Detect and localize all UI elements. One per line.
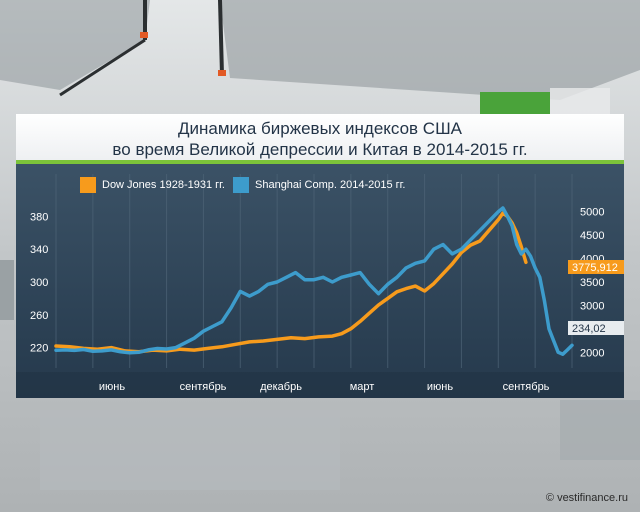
chart-panel xyxy=(16,164,624,398)
chart-title-line2: во время Великой депрессии и Китая в 201… xyxy=(112,140,528,159)
value-tag-shanghai: 234,02 xyxy=(572,323,606,335)
y-right-tick-label: 4000 xyxy=(580,254,604,266)
y-left-tick-label: 300 xyxy=(30,277,48,289)
legend-label-shanghai: Shanghai Comp. 2014-2015 гг. xyxy=(255,179,406,191)
value-tag-dow: 3775,912 xyxy=(572,262,618,274)
watermark: © vestifinance.ru xyxy=(545,492,628,504)
chart-title-line1: Динамика биржевых индексов США xyxy=(178,119,462,138)
x-tick-label: июнь xyxy=(427,381,453,393)
y-right-tick-label: 3000 xyxy=(580,300,604,312)
y-left-tick-label: 380 xyxy=(30,211,48,223)
y-left-tick-label: 260 xyxy=(30,310,48,322)
chart-title: Динамика биржевых индексов США во время … xyxy=(16,114,624,160)
y-right-tick-label: 4500 xyxy=(580,230,604,242)
x-axis-band xyxy=(16,372,624,398)
background-sign xyxy=(480,92,550,114)
legend-item-shanghai: Shanghai Comp. 2014-2015 гг. xyxy=(233,177,405,193)
legend-label-dow: Dow Jones 1928-1931 гг. xyxy=(102,179,225,191)
x-tick-label: сентябрь xyxy=(503,381,550,393)
y-left-tick-label: 340 xyxy=(30,244,48,256)
y-right-tick-label: 2000 xyxy=(580,347,604,359)
x-tick-label: декабрь xyxy=(260,381,302,393)
value-tag-shanghai-bg xyxy=(568,321,624,335)
y-right-tick-label: 5000 xyxy=(580,207,604,219)
x-tick-label: июнь xyxy=(99,381,125,393)
background-glass-panel xyxy=(150,0,640,100)
background-glass-panel xyxy=(0,0,150,90)
legend-swatch-shanghai xyxy=(233,177,249,193)
y-left-tick-label: 220 xyxy=(30,343,48,355)
title-accent-line xyxy=(16,160,624,164)
legend-item-dow: Dow Jones 1928-1931 гг. xyxy=(80,177,225,193)
legend-swatch-dow xyxy=(80,177,96,193)
x-tick-label: сентябрь xyxy=(180,381,227,393)
x-tick-label: март xyxy=(350,381,375,393)
value-tag-dow-bg xyxy=(568,260,624,274)
y-right-tick-label: 3500 xyxy=(580,277,604,289)
series-line-dow xyxy=(54,211,528,354)
series-line-shanghai xyxy=(54,206,574,356)
line-chart: 2202603003403802000250030003500400045005… xyxy=(16,174,624,398)
